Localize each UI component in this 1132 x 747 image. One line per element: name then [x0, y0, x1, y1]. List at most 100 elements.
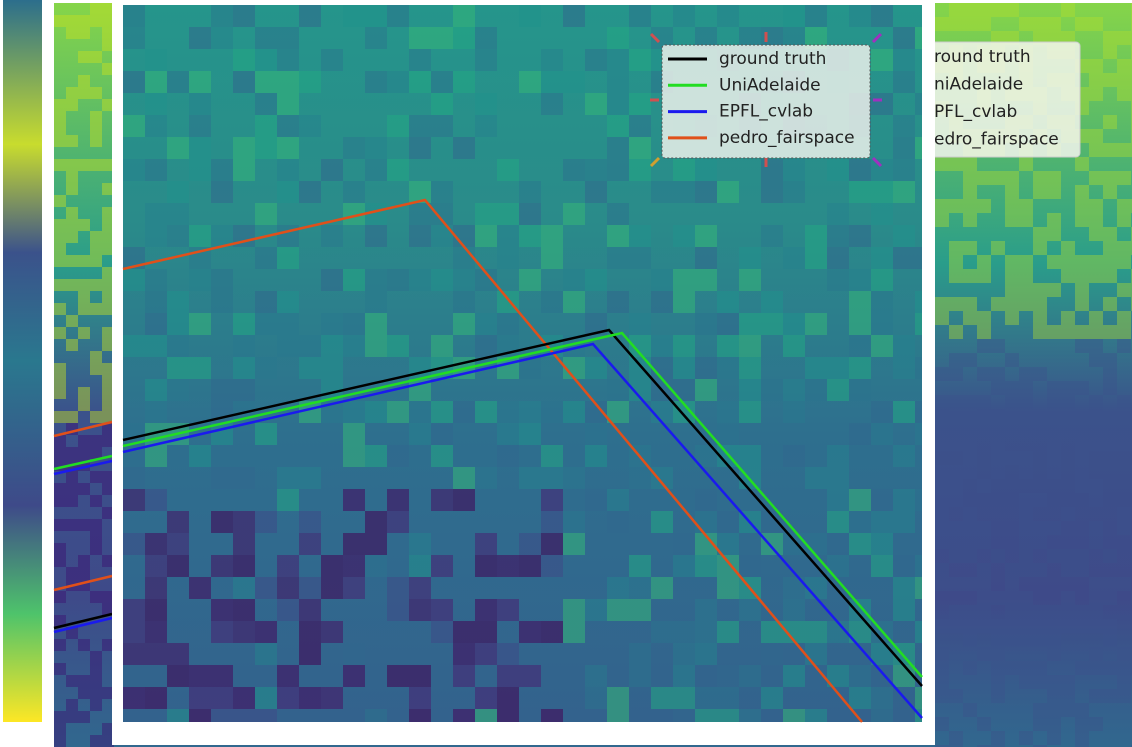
mosaic-cell — [343, 335, 365, 357]
mosaic-cell — [1033, 171, 1047, 185]
mosaic-cell — [783, 5, 805, 27]
mosaic-cell — [365, 291, 387, 313]
mosaic-cell — [607, 247, 629, 269]
mosaic-cell — [963, 535, 977, 549]
mosaic-cell — [54, 375, 66, 387]
mosaic-cell — [717, 687, 739, 709]
mosaic-cell — [1005, 255, 1019, 269]
mosaic-cell — [66, 279, 78, 291]
mosaic-cell — [935, 157, 949, 171]
mosaic-cell — [991, 731, 1005, 745]
mosaic-cell — [805, 313, 827, 335]
mosaic-cell — [90, 243, 102, 255]
mosaic-cell — [123, 621, 145, 643]
mosaic-cell — [1019, 507, 1033, 521]
mosaic-cell — [299, 643, 321, 665]
mosaic-cell — [90, 651, 102, 663]
mosaic-cell — [673, 643, 695, 665]
mosaic-cell — [167, 533, 189, 555]
mosaic-cell — [963, 465, 977, 479]
mosaic-cell — [189, 357, 211, 379]
mosaic-cell — [991, 675, 1005, 689]
mosaic-cell — [1005, 591, 1019, 605]
mosaic-cell — [977, 521, 991, 535]
mosaic-cell — [893, 335, 915, 357]
mosaic-cell — [387, 71, 409, 93]
mosaic-cell — [717, 621, 739, 643]
mosaic-cell — [1005, 171, 1019, 185]
mosaic-cell — [893, 445, 915, 467]
mosaic-cell — [299, 5, 321, 27]
mosaic-cell — [541, 555, 563, 577]
mosaic-cell — [695, 621, 717, 643]
mosaic-cell — [1117, 339, 1131, 353]
mosaic-cell — [541, 71, 563, 93]
mosaic-cell — [935, 423, 949, 437]
mosaic-cell — [651, 269, 673, 291]
mosaic-cell — [541, 225, 563, 247]
mosaic-cell — [935, 311, 949, 325]
mosaic-cell — [211, 5, 233, 27]
mosaic-cell — [145, 159, 167, 181]
mosaic-cell — [431, 555, 453, 577]
mosaic-cell — [963, 297, 977, 311]
legend-label: UniAdelaide — [719, 75, 821, 95]
mosaic-cell — [949, 255, 963, 269]
mosaic-cell — [629, 159, 651, 181]
mosaic-cell — [1089, 591, 1103, 605]
mosaic-cell — [849, 379, 871, 401]
mosaic-cell — [1103, 143, 1117, 157]
mosaic-cell — [977, 591, 991, 605]
mosaic-cell — [1019, 591, 1033, 605]
mosaic-cell — [949, 297, 963, 311]
mosaic-cell — [167, 203, 189, 225]
mosaic-cell — [78, 303, 90, 315]
mosaic-cell — [1033, 619, 1047, 633]
mosaic-cell — [585, 665, 607, 687]
mosaic-cell — [519, 555, 541, 577]
mosaic-cell — [783, 313, 805, 335]
mosaic-cell — [563, 511, 585, 533]
mosaic-cell — [673, 621, 695, 643]
mosaic-cell — [991, 465, 1005, 479]
mosaic-cell — [255, 137, 277, 159]
mosaic-cell — [991, 689, 1005, 703]
mosaic-cell — [717, 511, 739, 533]
mosaic-cell — [783, 379, 805, 401]
mosaic-cell — [365, 313, 387, 335]
mosaic-cell — [871, 489, 893, 511]
mosaic-cell — [167, 643, 189, 665]
mosaic-cell — [409, 203, 431, 225]
mosaic-cell — [1061, 563, 1075, 577]
mosaic-cell — [607, 291, 629, 313]
mosaic-cell — [123, 489, 145, 511]
mosaic-cell — [1075, 213, 1089, 227]
mosaic-cell — [54, 591, 66, 603]
mosaic-cell — [849, 489, 871, 511]
mosaic-cell — [277, 687, 299, 709]
mosaic-cell — [629, 643, 651, 665]
mosaic-cell — [977, 269, 991, 283]
mosaic-cell — [78, 387, 90, 399]
mosaic-cell — [1061, 255, 1075, 269]
mosaic-cell — [211, 159, 233, 181]
mosaic-cell — [935, 717, 949, 731]
mosaic-cell — [1117, 59, 1131, 73]
mosaic-cell — [189, 93, 211, 115]
mosaic-cell — [1075, 17, 1089, 31]
mosaic-cell — [145, 49, 167, 71]
mosaic-cell — [651, 467, 673, 489]
mosaic-cell — [123, 599, 145, 621]
mosaic-cell — [1103, 227, 1117, 241]
mosaic-cell — [607, 225, 629, 247]
mosaic-cell — [585, 423, 607, 445]
mosaic-cell — [519, 533, 541, 555]
mosaic-cell — [145, 577, 167, 599]
mosaic-cell — [453, 621, 475, 643]
mosaic-cell — [1047, 213, 1061, 227]
mosaic-cell — [409, 27, 431, 49]
mosaic-cell — [321, 335, 343, 357]
mosaic-cell — [475, 467, 497, 489]
mosaic-cell — [607, 709, 629, 722]
mosaic-cell — [78, 219, 90, 231]
